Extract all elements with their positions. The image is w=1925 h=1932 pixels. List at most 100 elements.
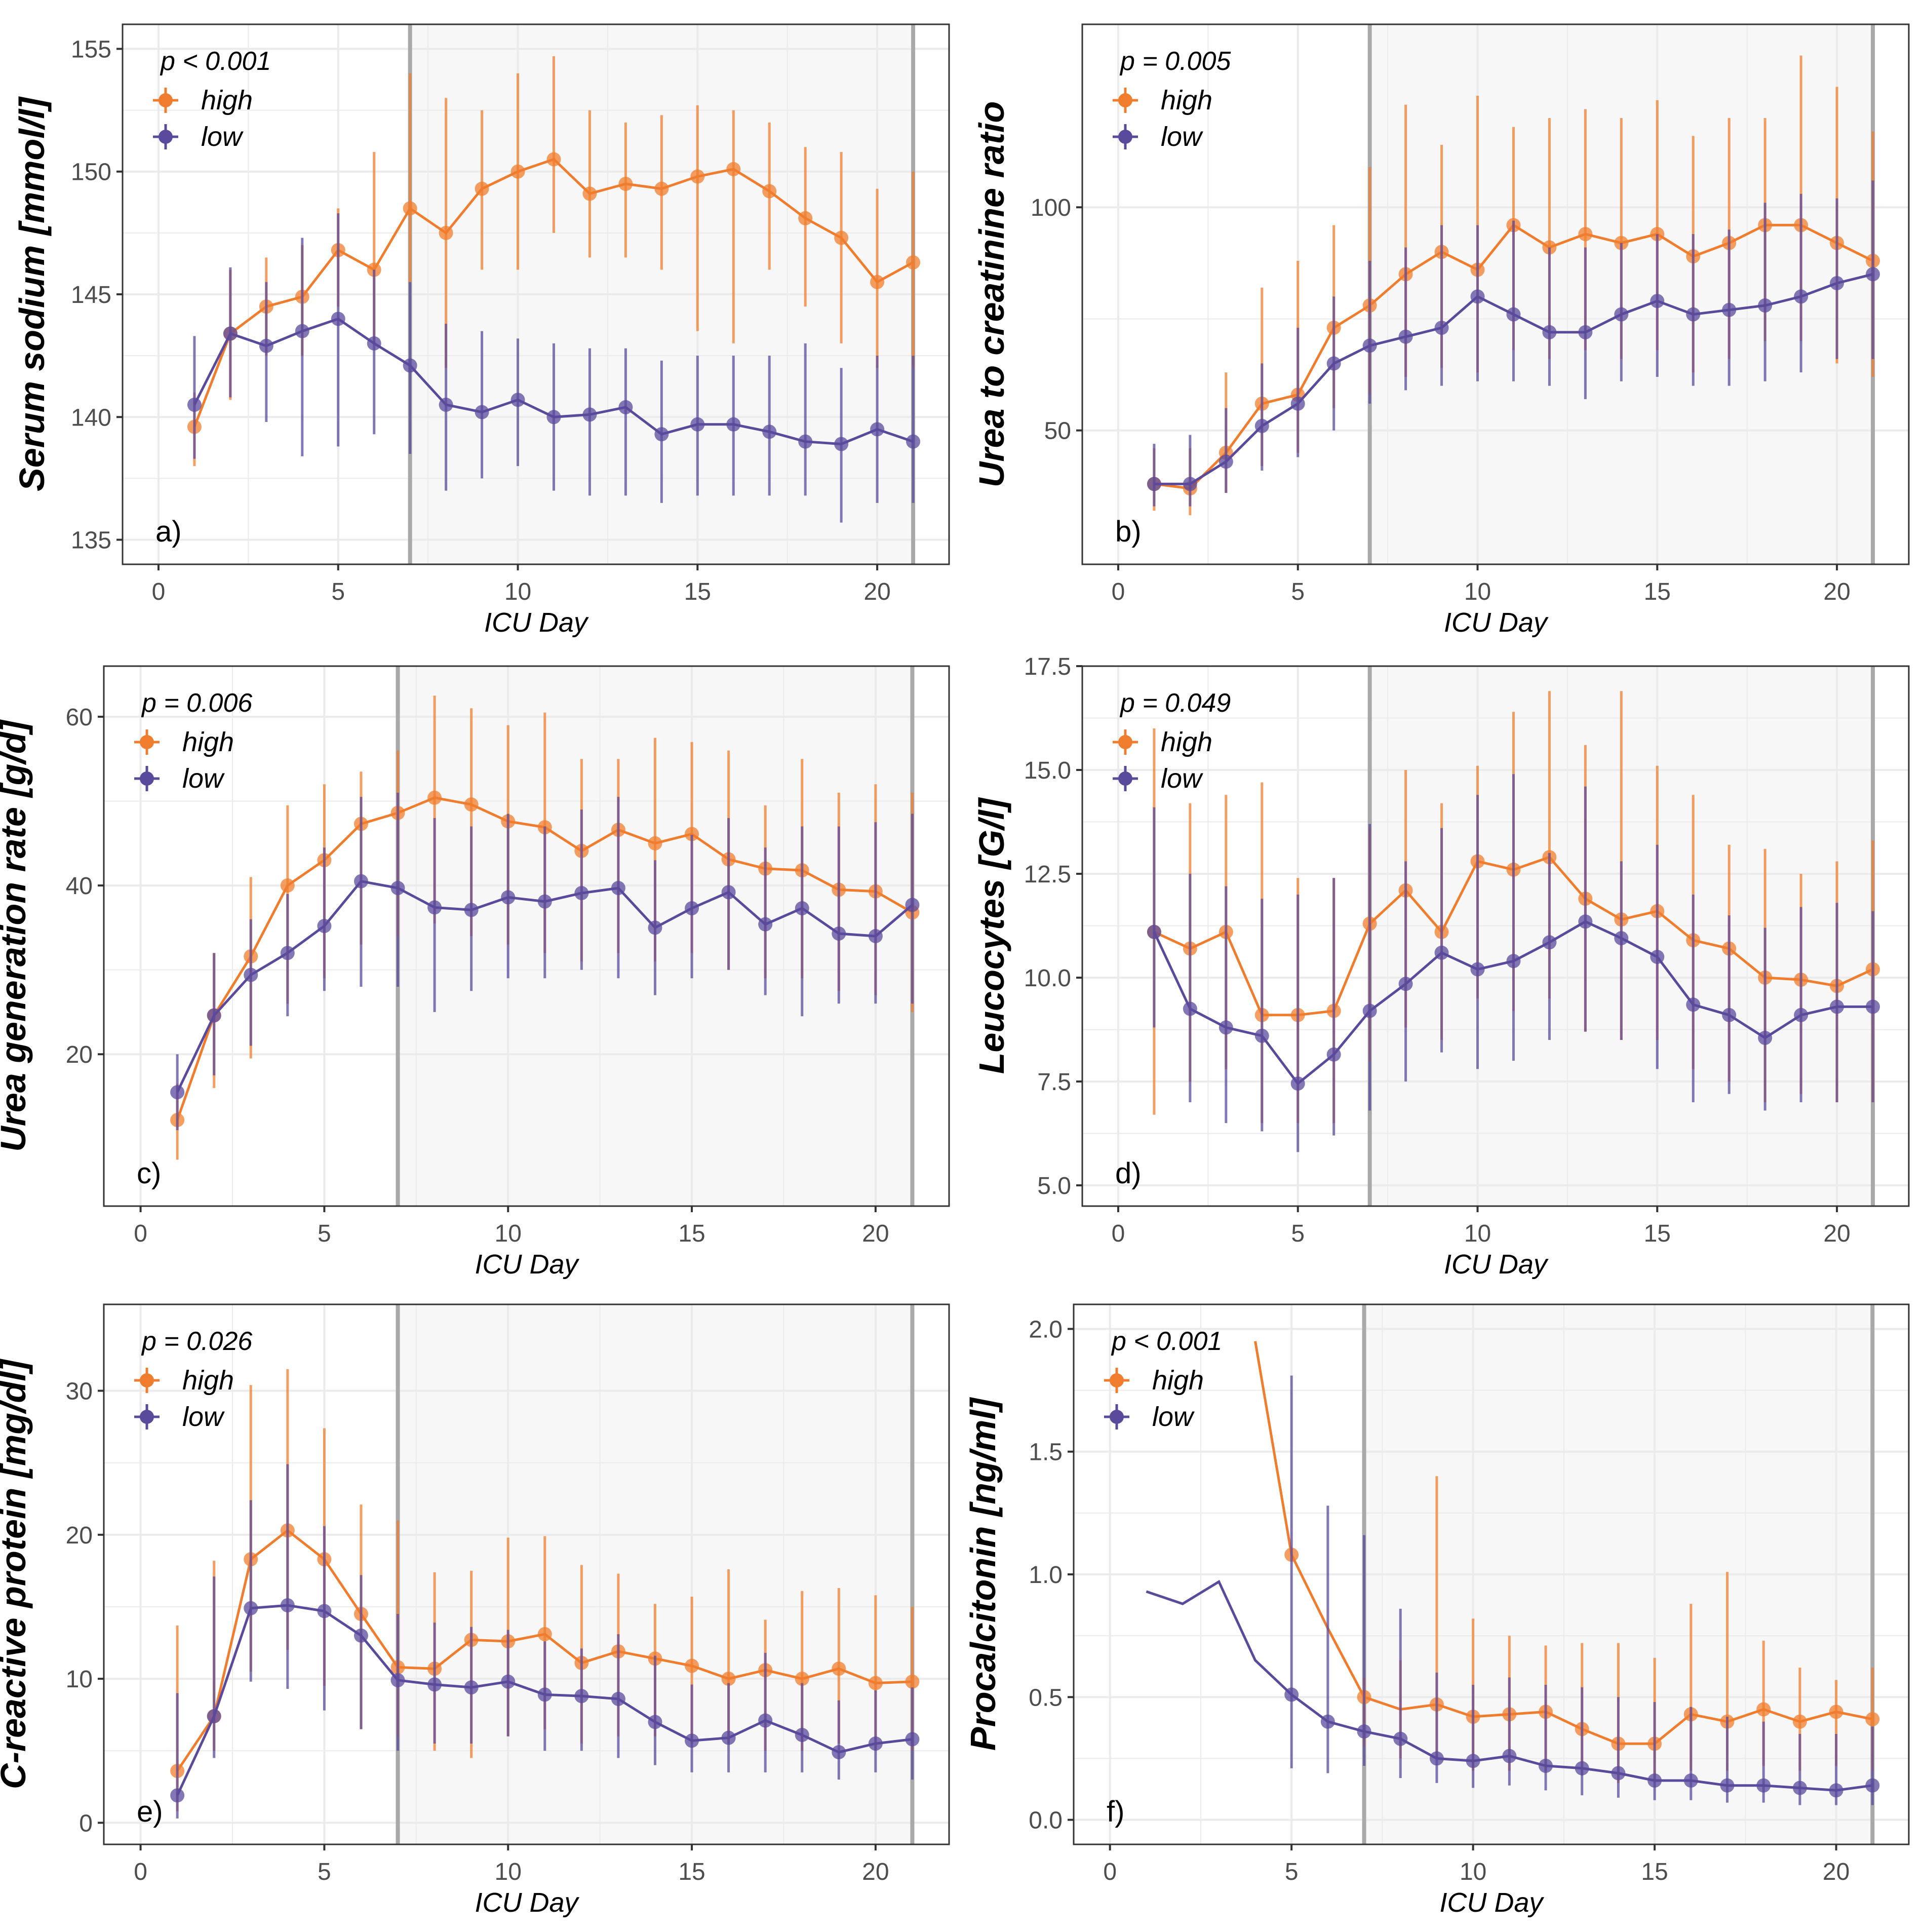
y-tick-label: 17.5 [1024, 653, 1071, 680]
data-point-low [1792, 1781, 1807, 1795]
legend-key-point-low [140, 1410, 154, 1424]
data-point-high [618, 176, 633, 191]
legend-label-low: low [182, 1402, 225, 1432]
panel-letter: c) [137, 1157, 161, 1190]
data-point-low [207, 1008, 221, 1023]
data-point-high [726, 162, 741, 176]
data-point-low [170, 1788, 185, 1803]
x-tick-label: 5 [1291, 578, 1305, 605]
data-point-low [367, 336, 381, 351]
data-point-low [1398, 329, 1413, 344]
x-tick-label: 0 [1112, 1220, 1125, 1247]
data-point-low [501, 1674, 516, 1689]
data-point-low [1865, 1778, 1880, 1793]
y-axis-label: C-reactive protein [mg/dl] [0, 1358, 33, 1789]
data-point-low [537, 1687, 552, 1702]
y-tick-label: 30 [66, 1378, 93, 1405]
x-tick-label: 5 [318, 1220, 331, 1247]
legend-label-high: high [1161, 727, 1212, 757]
legend-key-point-high [140, 735, 154, 749]
data-point-high [798, 211, 813, 225]
data-point-low [1254, 1028, 1269, 1043]
panel-border [1081, 665, 1910, 1207]
data-point-low [1578, 325, 1593, 339]
y-tick-label: 135 [71, 527, 111, 554]
data-point-low [546, 410, 561, 424]
data-point-low [331, 312, 345, 326]
panel-letter: a) [155, 515, 182, 548]
series-low [1146, 1375, 1880, 1805]
data-point-low [1758, 298, 1773, 313]
y-tick-label: 0.5 [1029, 1684, 1063, 1711]
data-point-low [762, 424, 777, 439]
data-point-low [1866, 999, 1880, 1014]
data-point-low [1434, 945, 1449, 960]
legend-label-high: high [1152, 1365, 1204, 1396]
data-point-low [1320, 1714, 1335, 1729]
data-point-high [510, 164, 525, 179]
data-point-high [582, 186, 597, 201]
legend-key-point-high [1118, 735, 1132, 749]
data-point-low [1611, 1766, 1626, 1781]
x-axis-label: ICU Day [1439, 1887, 1544, 1918]
y-tick-label: 150 [71, 159, 111, 186]
data-point-low [427, 900, 442, 915]
data-point-low [1650, 950, 1665, 964]
data-point-low [1434, 321, 1449, 335]
y-tick-label: 100 [1031, 195, 1071, 221]
data-point-low [685, 1733, 699, 1748]
y-tick-label: 7.5 [1037, 1069, 1071, 1096]
legend: high low [134, 1365, 234, 1432]
data-point-low [832, 1745, 846, 1760]
y-tick-label: 1.0 [1029, 1562, 1063, 1589]
data-point-low [1686, 307, 1701, 322]
data-point-high [762, 184, 777, 199]
data-point-low [611, 881, 625, 896]
data-point-high [834, 230, 849, 245]
y-tick-label: 155 [71, 36, 111, 63]
x-tick-label: 10 [504, 578, 531, 605]
data-point-low [1466, 1754, 1480, 1768]
data-point-low [353, 1628, 368, 1643]
x-tick-label: 5 [1285, 1859, 1299, 1885]
legend-label-high: high [182, 1365, 234, 1396]
data-point-low [1866, 267, 1880, 282]
data-point-low [905, 898, 920, 912]
data-point-low [1502, 1749, 1517, 1763]
data-point-low [1683, 1773, 1698, 1788]
y-tick-label: 145 [71, 282, 111, 308]
data-point-low [403, 358, 417, 373]
data-point-low [1830, 276, 1844, 290]
x-axis-label: ICU Day [1444, 1249, 1549, 1280]
panel-letter: b) [1115, 515, 1142, 548]
data-point-low [1575, 1761, 1589, 1775]
y-tick-label: 0 [79, 1810, 93, 1837]
data-point-low [1362, 1003, 1377, 1018]
data-point-low [1756, 1778, 1771, 1793]
data-point-low [259, 338, 273, 353]
data-point-low [317, 1604, 332, 1618]
x-tick-label: 15 [678, 1859, 705, 1885]
data-point-low [1254, 418, 1269, 433]
series-low [170, 1464, 920, 1819]
y-tick-label: 1.5 [1029, 1439, 1063, 1466]
y-tick-label: 40 [66, 873, 93, 900]
legend-key-point-high [140, 1373, 154, 1387]
series-group [187, 56, 921, 523]
data-point-low [1650, 294, 1665, 308]
panel-border [103, 1303, 950, 1845]
data-point-high [1792, 1714, 1807, 1729]
legend-key-point-low [1118, 130, 1132, 144]
data-point-high [464, 797, 479, 812]
y-axis-label: Serum sodium [mmol/l] [12, 96, 52, 491]
data-point-low [1393, 1731, 1408, 1746]
x-axis-label: ICU Day [475, 1249, 579, 1280]
data-point-low [1647, 1773, 1662, 1788]
data-point-low [1219, 1020, 1233, 1035]
data-point-high [1578, 227, 1593, 242]
panel-b: 0 5 10 15 20 50 100 ICU Day Urea to creatinine r… [972, 23, 1910, 638]
data-point-low [1722, 1008, 1737, 1022]
x-tick-label: 0 [134, 1220, 147, 1247]
data-point-low [906, 434, 921, 449]
